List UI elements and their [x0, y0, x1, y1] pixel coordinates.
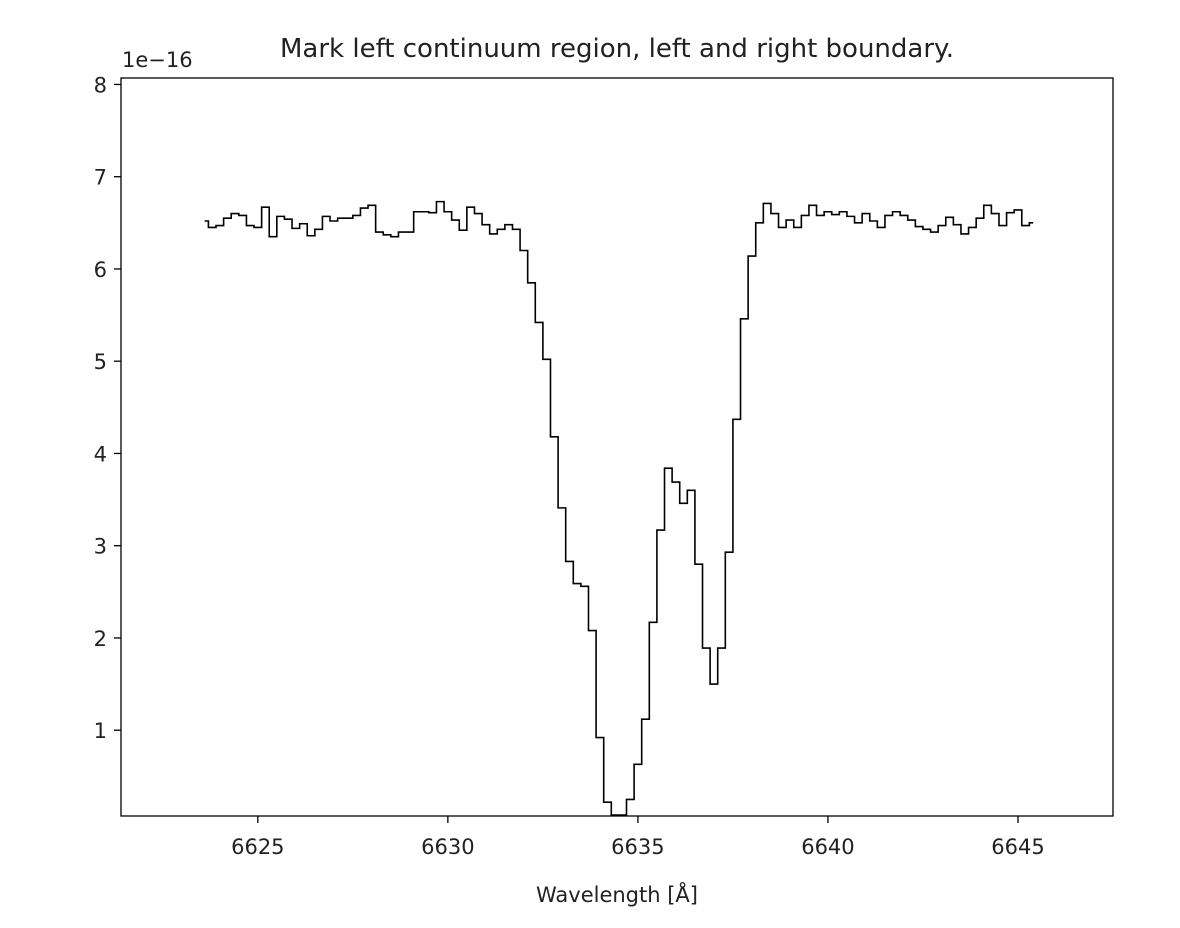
y-tick-label: 7 — [94, 166, 107, 190]
x-axis: 6625 6630 6635 6640 6645 — [231, 816, 1045, 859]
x-tick-label: 6630 — [421, 835, 474, 859]
y-tick-label: 3 — [94, 535, 107, 559]
y-tick-label: 8 — [94, 73, 107, 97]
y-tick-label: 1 — [94, 719, 107, 743]
x-tick-label: 6625 — [231, 835, 284, 859]
x-tick-label: 6635 — [611, 835, 664, 859]
y-tick-label: 5 — [94, 350, 107, 374]
x-tick-label: 6645 — [991, 835, 1044, 859]
plot-area: 6625 6630 6635 6640 6645 1 2 3 4 5 6 7 8 — [94, 73, 1114, 859]
x-axis-label: Wavelength [Å] — [536, 881, 698, 907]
axes-frame — [120, 77, 1114, 817]
chart-title: Mark left continuum region, left and rig… — [280, 34, 954, 64]
x-tick-label: 6640 — [801, 835, 854, 859]
y-tick-label: 6 — [94, 258, 107, 282]
y-tick-label: 4 — [94, 442, 107, 466]
spectrum-line — [204, 200, 1034, 816]
y-axis: 1 2 3 4 5 6 7 8 — [94, 73, 121, 743]
y-tick-label: 2 — [94, 627, 107, 651]
y-offset-label: 1e−16 — [122, 48, 193, 72]
